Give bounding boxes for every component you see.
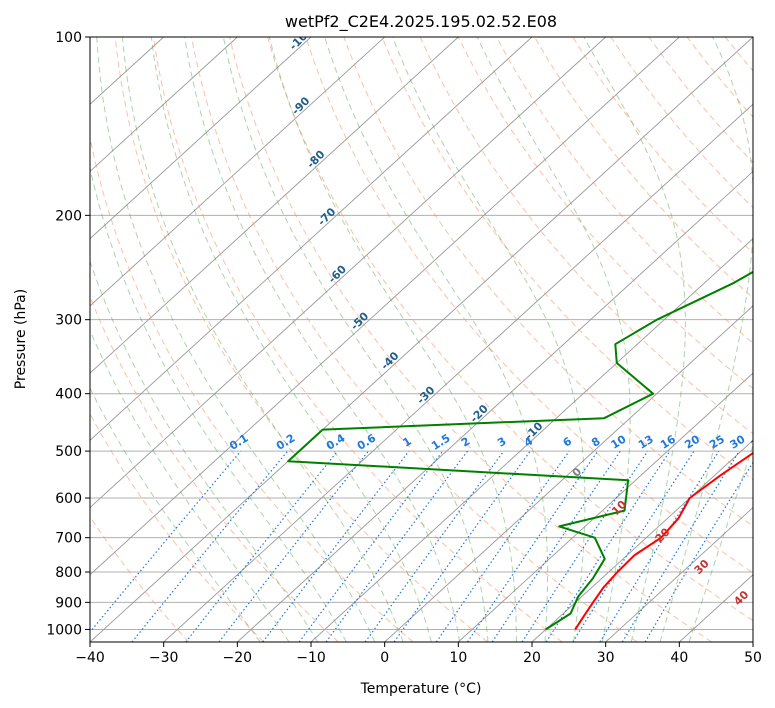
- mixing-ratio-line: [521, 450, 649, 642]
- dry-adiabat: [267, 37, 753, 622]
- x-tick-label: −30: [149, 650, 179, 666]
- temperature-profile: [574, 451, 753, 630]
- dry-adiabat: [229, 37, 712, 642]
- moist-adiabat: [222, 37, 489, 642]
- y-tick-label: 600: [55, 491, 82, 507]
- moist-adiabat: [90, 328, 290, 642]
- dry-adiabat: [90, 135, 414, 642]
- isotherm-line: [163, 103, 753, 642]
- moist-adiabat: [324, 37, 549, 642]
- mixing-ratio-line: [90, 450, 242, 633]
- dry-adiabat: [114, 37, 488, 642]
- chart-title: wetPf2_C2E4.2025.195.02.52.E08: [285, 12, 557, 32]
- y-tick-label: 800: [55, 565, 82, 581]
- mixing-ratio-line: [545, 450, 671, 642]
- isotherm-line: [90, 37, 312, 240]
- dry-adiabat: [381, 37, 753, 481]
- axes: −40 −30 −20 −10 0 10 20 30 40 50 100 200 300 400 500 60…: [46, 30, 762, 666]
- x-tick-label: 20: [523, 650, 541, 666]
- isotherm-line: [531, 439, 753, 642]
- y-tick-label: 300: [55, 313, 82, 329]
- mixing-ratio-line: [364, 450, 505, 642]
- dry-adiabat: [457, 37, 753, 389]
- moist-adiabat: [583, 37, 686, 642]
- isotherm-line: [384, 305, 753, 642]
- moist-adiabat: [476, 37, 631, 642]
- isotherm-line: [90, 37, 606, 509]
- dry-adiabat: [190, 37, 638, 642]
- mixing-ratio-line: [435, 450, 570, 642]
- isotherm-line: [90, 37, 459, 374]
- mixing-ratio-line: [572, 450, 695, 642]
- isotherm-line: [237, 170, 753, 642]
- x-tick-label: 30: [597, 650, 615, 666]
- isotherm-line: [90, 37, 753, 642]
- mixing-ratio-line: [466, 450, 599, 642]
- dry-adiabat: [495, 37, 753, 344]
- y-tick-label: 500: [55, 444, 82, 460]
- isotherm-line: [90, 37, 680, 576]
- x-tick-label: 10: [449, 650, 467, 666]
- mixing-ratio-label: 36: [748, 432, 768, 451]
- dry-adiabat: [90, 515, 190, 642]
- x-tick-label: −10: [296, 650, 326, 666]
- plot-area: 0.10.20.40.611.52346810131620253036-100-…: [90, 37, 768, 642]
- y-tick-label: 700: [55, 531, 82, 547]
- isotherm-line: [90, 37, 238, 173]
- dry-adiabat: [305, 37, 753, 574]
- dry-adiabat: [534, 37, 753, 299]
- moist-adiabat: [90, 259, 319, 642]
- moist-adiabat: [121, 37, 404, 642]
- moist-adiabat: [184, 37, 461, 642]
- isotherm-line: [310, 238, 753, 642]
- mixing-ratio-line: [621, 450, 740, 642]
- mixing-ratio-line: [298, 450, 444, 642]
- dry-adiabat: [343, 37, 753, 527]
- y-tick-label: 1000: [46, 622, 82, 638]
- x-tick-label: 0: [380, 650, 389, 666]
- moist-adiabat: [150, 37, 432, 642]
- isotherm-line: [90, 37, 533, 441]
- mixing-ratio-line: [131, 450, 289, 642]
- dewpoint-profile: [287, 270, 753, 631]
- y-tick-label: 400: [55, 387, 82, 403]
- mixing-ratio-line: [262, 450, 410, 642]
- mixing-ratio-line: [393, 450, 531, 642]
- plot-frame: [89, 36, 754, 643]
- dry-adiabat: [90, 412, 264, 642]
- isotherm-line: [90, 37, 385, 307]
- dry-adiabat: [419, 37, 753, 435]
- moist-adiabat: [90, 387, 261, 642]
- moist-adiabat: [90, 165, 347, 642]
- x-axis-title: Temperature (°C): [360, 681, 482, 697]
- isotherm-line: [458, 372, 753, 642]
- moist-adiabat: [268, 37, 517, 642]
- x-tick-label: 40: [670, 650, 688, 666]
- y-tick-label: 900: [55, 595, 82, 611]
- mixing-ratio-line: [325, 450, 468, 642]
- isotherm-line: [605, 506, 753, 642]
- x-tick-label: −40: [75, 650, 105, 666]
- dry-adiabat: [152, 37, 563, 642]
- mixing-ratio-line: [185, 450, 339, 642]
- y-axis-title: Pressure (hPa): [13, 289, 29, 389]
- x-tick-label: 50: [744, 650, 762, 666]
- y-tick-label: 100: [55, 30, 82, 46]
- moist-adiabat: [96, 37, 376, 642]
- mixing-ratio-line: [491, 450, 621, 642]
- moist-adiabat: [688, 444, 753, 642]
- moist-adiabat: [392, 37, 586, 642]
- x-tick-label: −20: [223, 650, 253, 666]
- y-tick-label: 200: [55, 208, 82, 224]
